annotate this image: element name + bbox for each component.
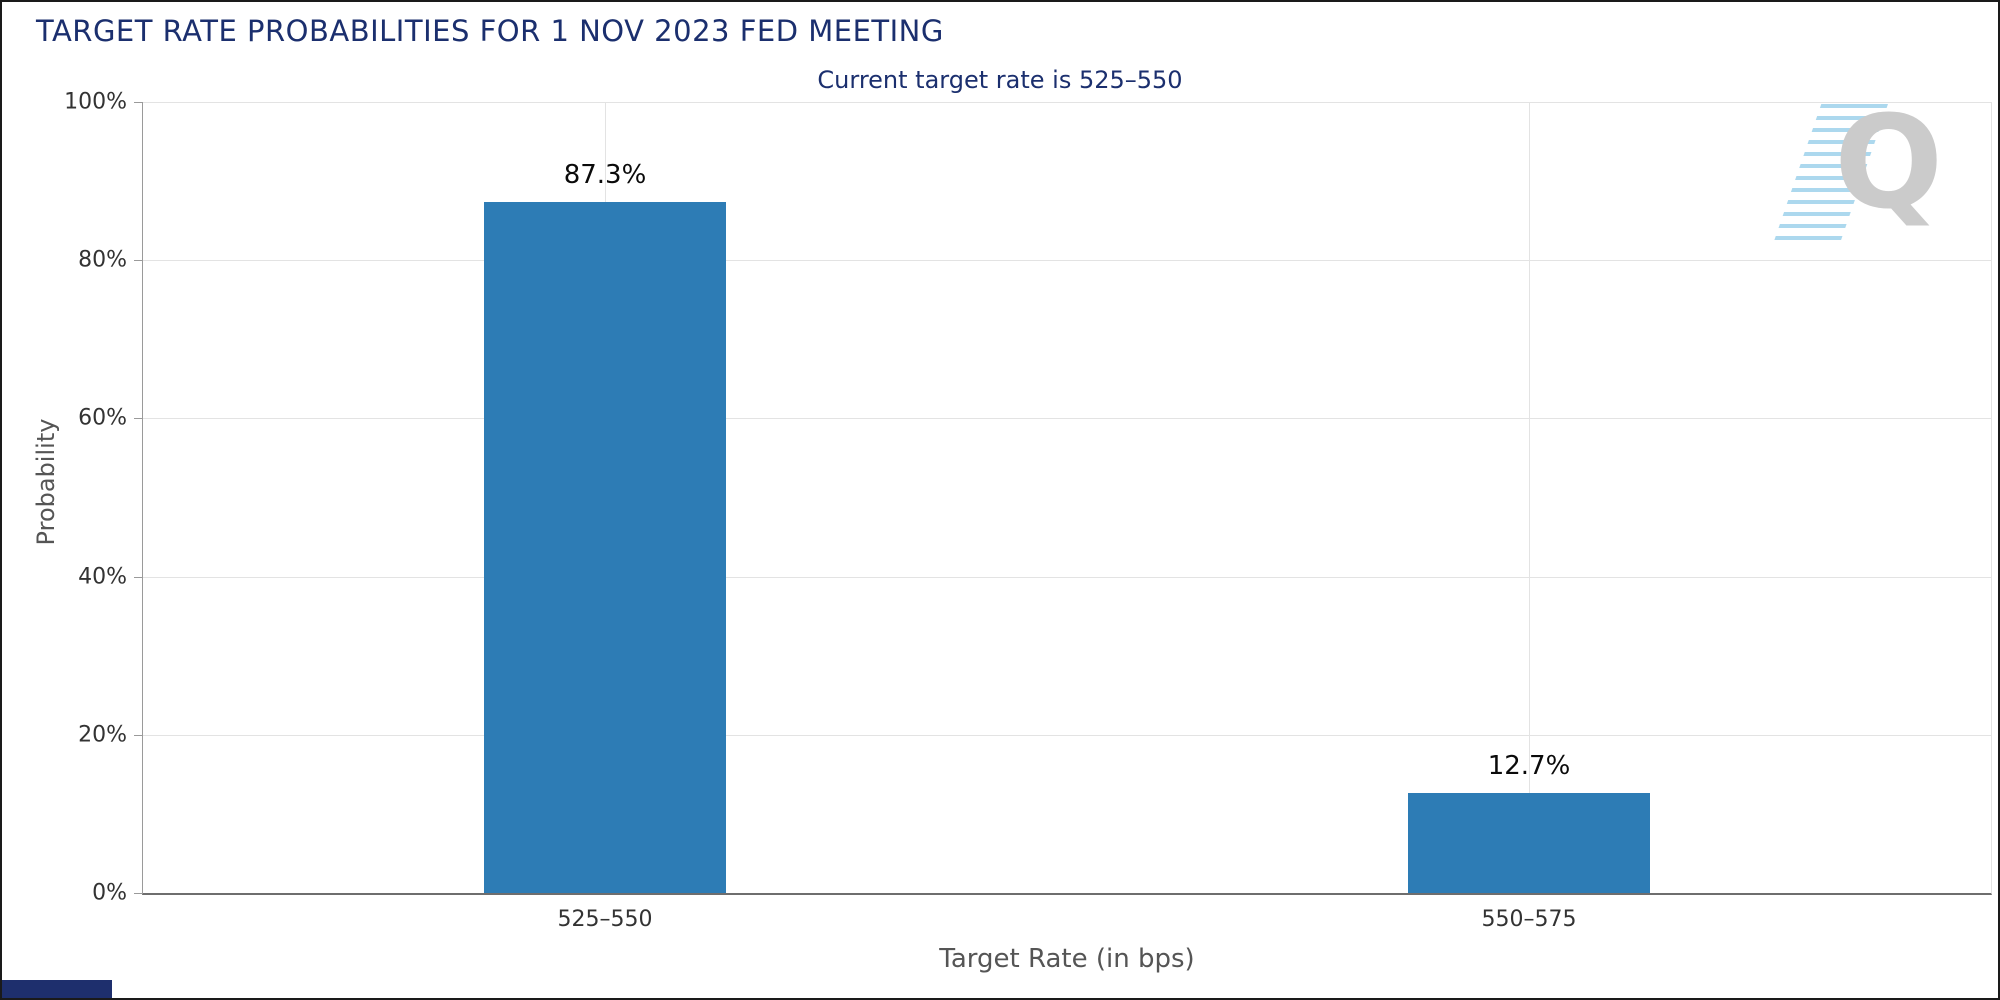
h-gridline [143, 734, 1991, 736]
v-gridline [1529, 102, 1530, 893]
y-tick-mark [134, 102, 143, 103]
plot-area: 0% 20% 40% 60% 80% 100% 87.3% 525–550 12.7% 550–5… [64, 90, 1992, 932]
bottom-left-accent [2, 980, 112, 998]
bar-value-label: 87.3% [563, 160, 647, 191]
y-tick-mark [134, 418, 143, 420]
watermark-q-letter: Q [1834, 89, 1943, 238]
y-tick-label: 40% [78, 564, 127, 590]
chart-subtitle: Current target rate is 525–550 [817, 66, 1183, 94]
y-tick-label: 60% [78, 405, 127, 431]
h-gridline [143, 418, 1991, 420]
y-tick-mark [134, 576, 143, 578]
chart-title: TARGET RATE PROBABILITIES FOR 1 NOV 2023… [36, 14, 944, 48]
y-tick-mark [134, 734, 143, 736]
bar[interactable] [1408, 792, 1650, 893]
y-tick-mark [134, 260, 143, 262]
x-tick-label: 525–550 [557, 907, 653, 932]
y-tick-mark [134, 893, 143, 894]
y-tick-label: 80% [78, 247, 127, 273]
x-axis-label: Target Rate (in bps) [939, 944, 1195, 974]
watermark-logo: Q [1773, 100, 1943, 260]
h-gridline [143, 260, 1991, 262]
y-tick-label: 0% [92, 880, 127, 906]
y-tick-label: 20% [78, 722, 127, 748]
bar[interactable] [484, 202, 726, 893]
y-axis-label: Probability [32, 418, 60, 546]
bar-value-label: 12.7% [1487, 750, 1571, 781]
h-gridline [143, 102, 1991, 103]
y-tick-label: 100% [64, 89, 127, 115]
x-tick-label: 550–575 [1481, 907, 1577, 932]
h-gridline [143, 576, 1991, 578]
